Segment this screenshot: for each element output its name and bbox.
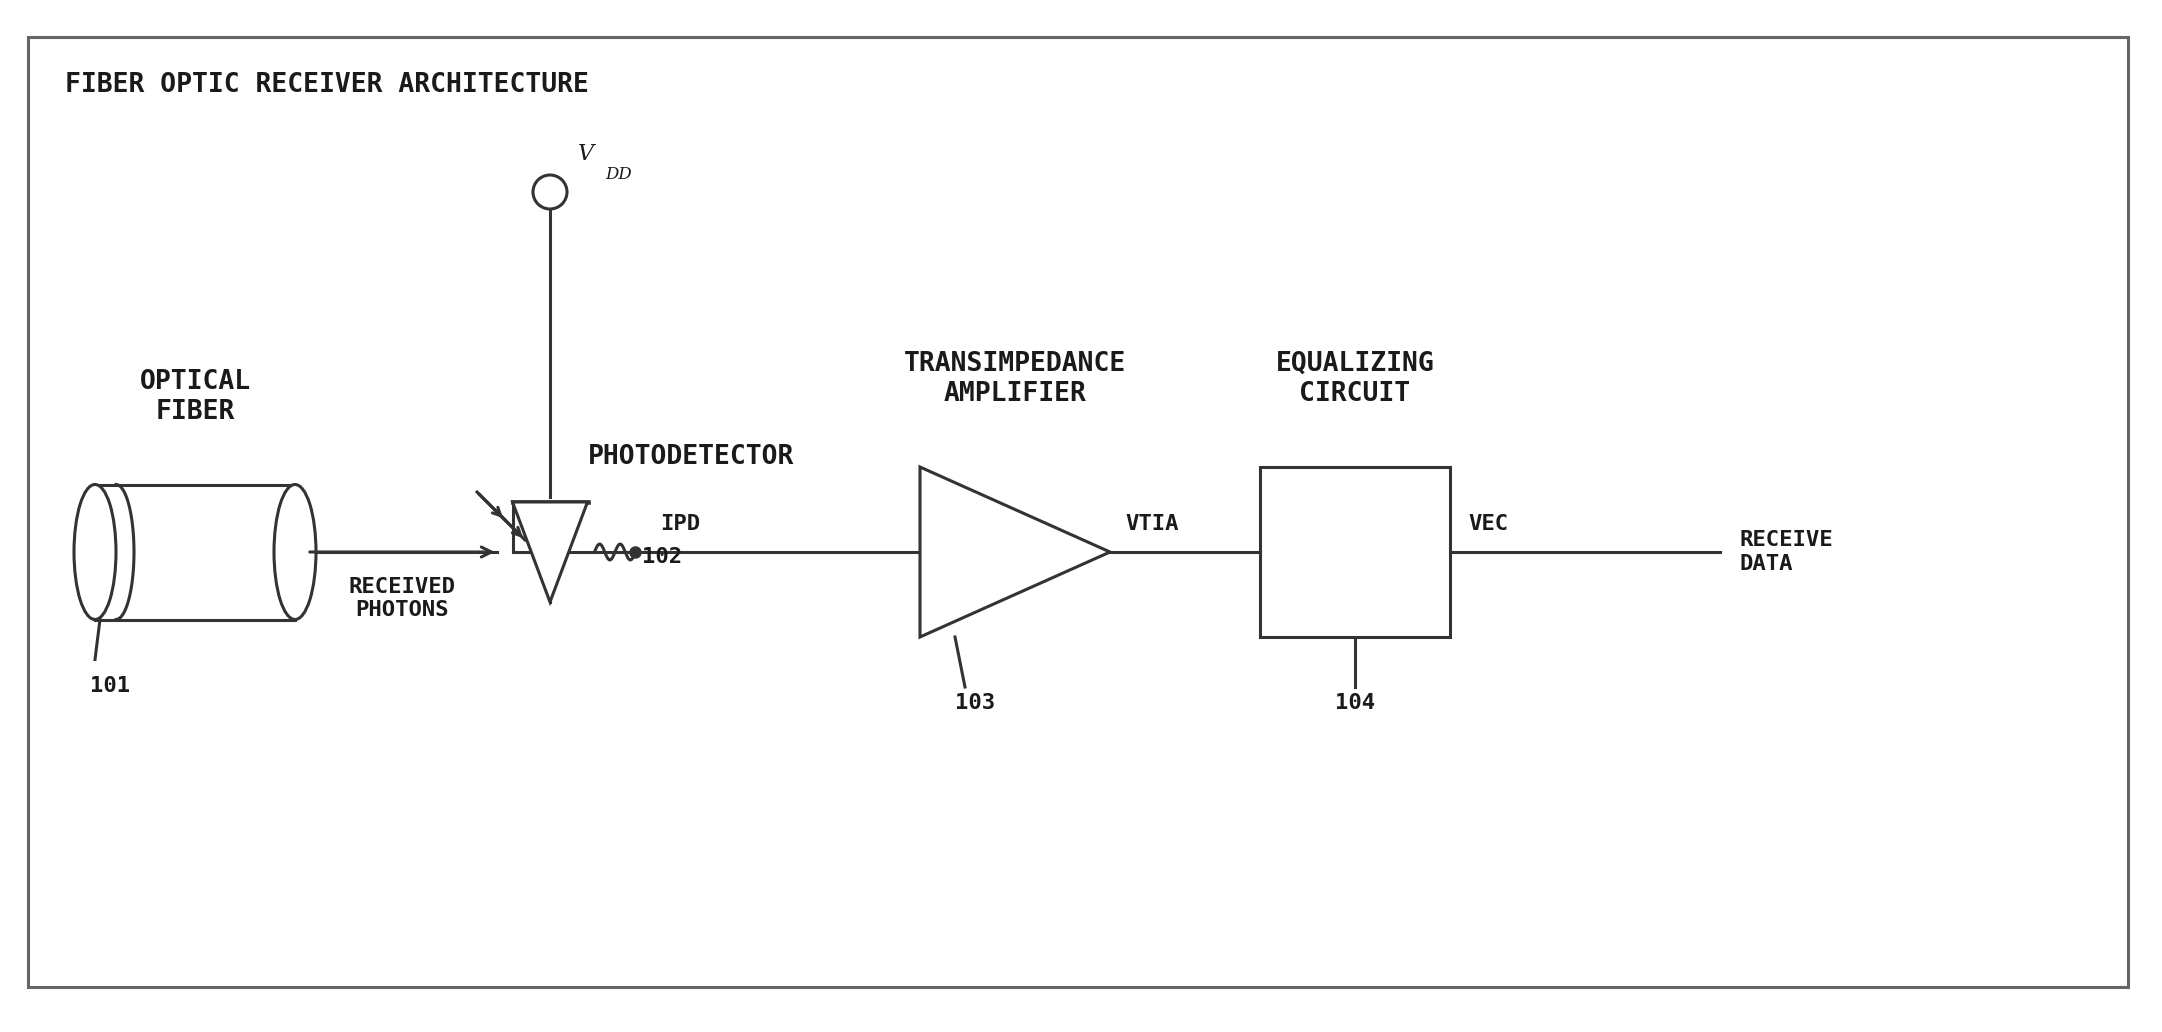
Text: TRANSIMPEDANCE
AMPLIFIER: TRANSIMPEDANCE AMPLIFIER [904, 351, 1126, 407]
FancyBboxPatch shape [1260, 467, 1451, 637]
Polygon shape [512, 502, 588, 602]
Text: OPTICAL
FIBER: OPTICAL FIBER [138, 368, 251, 424]
Text: FIBER OPTIC RECEIVER ARCHITECTURE: FIBER OPTIC RECEIVER ARCHITECTURE [65, 72, 588, 98]
Ellipse shape [74, 484, 117, 619]
Polygon shape [921, 467, 1109, 637]
Text: 102: 102 [642, 547, 683, 567]
Text: EQUALIZING
CIRCUIT: EQUALIZING CIRCUIT [1276, 351, 1433, 407]
Text: VEC: VEC [1468, 514, 1509, 534]
Ellipse shape [275, 484, 316, 619]
Text: RECEIVE
DATA: RECEIVE DATA [1740, 530, 1833, 574]
FancyBboxPatch shape [28, 37, 2127, 987]
Text: 103: 103 [956, 694, 995, 713]
Text: V: V [577, 143, 595, 165]
Text: VTIA: VTIA [1124, 514, 1178, 534]
Text: RECEIVED
PHOTONS: RECEIVED PHOTONS [348, 577, 456, 620]
FancyBboxPatch shape [95, 484, 294, 619]
Text: 104: 104 [1334, 694, 1375, 713]
Text: PHOTODETECTOR: PHOTODETECTOR [588, 444, 793, 470]
Text: IPD: IPD [659, 514, 700, 534]
Text: DD: DD [605, 165, 631, 183]
Text: 101: 101 [91, 676, 130, 696]
